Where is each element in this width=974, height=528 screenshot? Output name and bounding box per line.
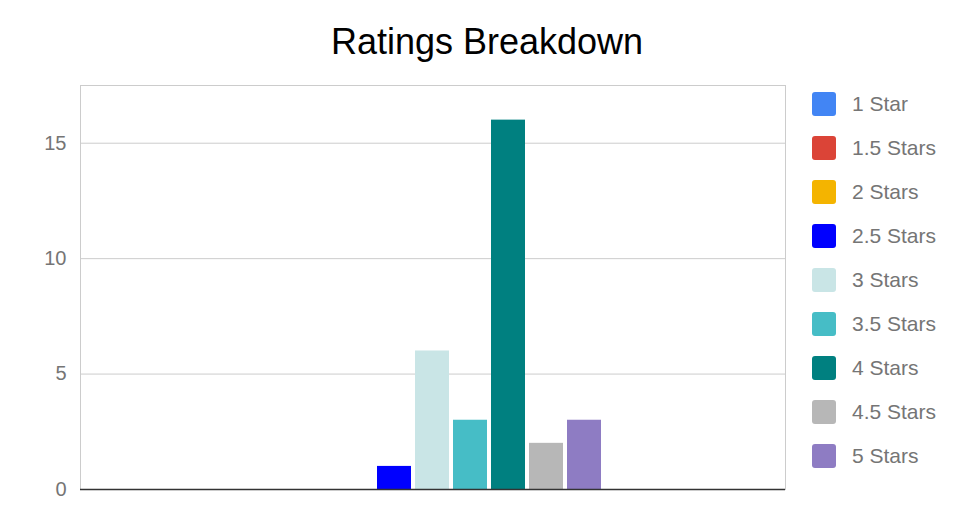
svg-text:15: 15 [44, 132, 66, 154]
html-text:3 Stars: 3 Stars [852, 268, 919, 291]
html-text:3.5 Stars: 3.5 Stars [852, 312, 936, 335]
html-text:1 Star: 1 Star [852, 92, 908, 115]
svg-text:5: 5 [55, 362, 66, 384]
html-text:5 Stars: 5 Stars [852, 444, 919, 467]
html-text:2.5 Stars: 2.5 Stars [852, 224, 936, 247]
html-text:2 Stars: 2 Stars [852, 180, 919, 203]
svg-text:0: 0 [55, 478, 66, 500]
html-text:1.5 Stars: 1.5 Stars [852, 136, 936, 159]
html-text:Ratings Breakdown: Ratings Breakdown [330, 21, 644, 62]
svg-text:10: 10 [44, 247, 66, 269]
html-text:4.5 Stars: 4.5 Stars [852, 400, 936, 423]
html-text:4 Stars: 4 Stars [852, 356, 919, 379]
